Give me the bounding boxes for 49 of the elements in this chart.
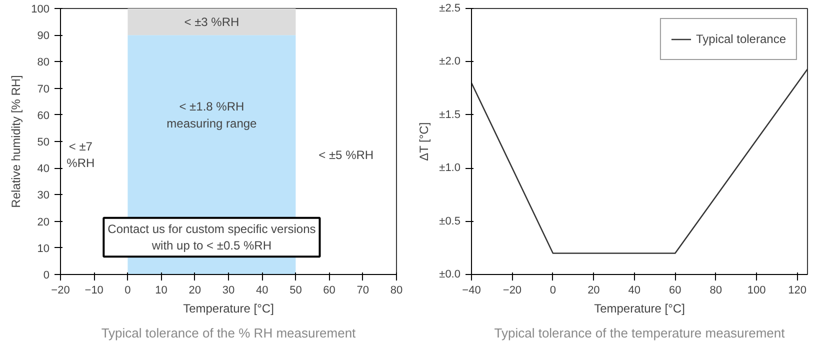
y-axis-title: Relative humidity [% RH]: [9, 75, 24, 208]
x-tick-label: 60: [323, 284, 336, 296]
y-tick-label: ±1.5: [439, 108, 461, 121]
x-tick-label: 10: [155, 284, 168, 296]
y-tick-label: 90: [37, 30, 50, 42]
text: Typical tolerance of the temperature measurement: [494, 326, 786, 340]
y-tick-label: 50: [37, 136, 50, 148]
x-tick-label: 30: [222, 284, 235, 296]
x-tick-label: 50: [290, 284, 302, 296]
x-tick-label: 40: [256, 284, 268, 296]
annotation: < ±7 %RH: [66, 139, 95, 170]
y-tick-label: 60: [37, 110, 50, 122]
x-tick-label: −20: [502, 284, 522, 296]
y-tick-label: ±1.0: [439, 162, 461, 174]
x-tick-label: 80: [390, 284, 403, 296]
x-tick-label: 40: [628, 284, 641, 296]
y-tick-label: ±2.5: [439, 2, 461, 14]
x-axis-title: Temperature [°C]: [594, 302, 685, 316]
x-tick-label: 20: [588, 284, 600, 296]
x-axis-title: Temperature [°C]: [183, 302, 274, 316]
x-tick-label: −40: [462, 284, 481, 296]
y-tick-label: 20: [37, 216, 50, 228]
y-tick-label: 80: [37, 56, 50, 69]
annotation: < ±1.8 %RH measuring range: [166, 100, 258, 130]
annotation: Contact us for custom specific versions with up to < ±0.5 %RH: [108, 222, 316, 253]
y-axis-title: ΔT [°C]: [417, 122, 432, 161]
x-tick-label: −20: [51, 284, 70, 296]
x-tick-label: 100: [747, 284, 766, 296]
y-tick-label: 10: [37, 242, 50, 255]
y-tick-label: ±0.0: [439, 268, 461, 280]
x-tick-label: −10: [84, 284, 104, 296]
legend-label: Typical tolerance: [696, 32, 786, 46]
x-tick-label: 80: [710, 284, 722, 296]
x-tick-label: 120: [788, 284, 806, 296]
y-tick-label: 30: [37, 190, 50, 202]
y-tick-label: 100: [31, 4, 50, 16]
x-tick-label: 0: [550, 284, 556, 296]
y-tick-label: ±2.0: [439, 56, 461, 68]
y-tick-label: ±0.5: [439, 215, 461, 228]
annotation: < ±5 %RH: [318, 148, 374, 162]
y-tick-label: 70: [37, 83, 50, 96]
x-tick-label: 0: [124, 284, 131, 296]
y-tick-label: 0: [43, 270, 50, 282]
x-tick-label: 20: [188, 284, 202, 296]
x-tick-label: 60: [669, 284, 682, 296]
y-tick-label: 40: [37, 163, 50, 176]
text: Typical tolerance of the % RH measurement: [101, 326, 356, 340]
x-tick-label: 70: [356, 284, 370, 296]
annotation: < ±3 %RH: [184, 14, 240, 29]
